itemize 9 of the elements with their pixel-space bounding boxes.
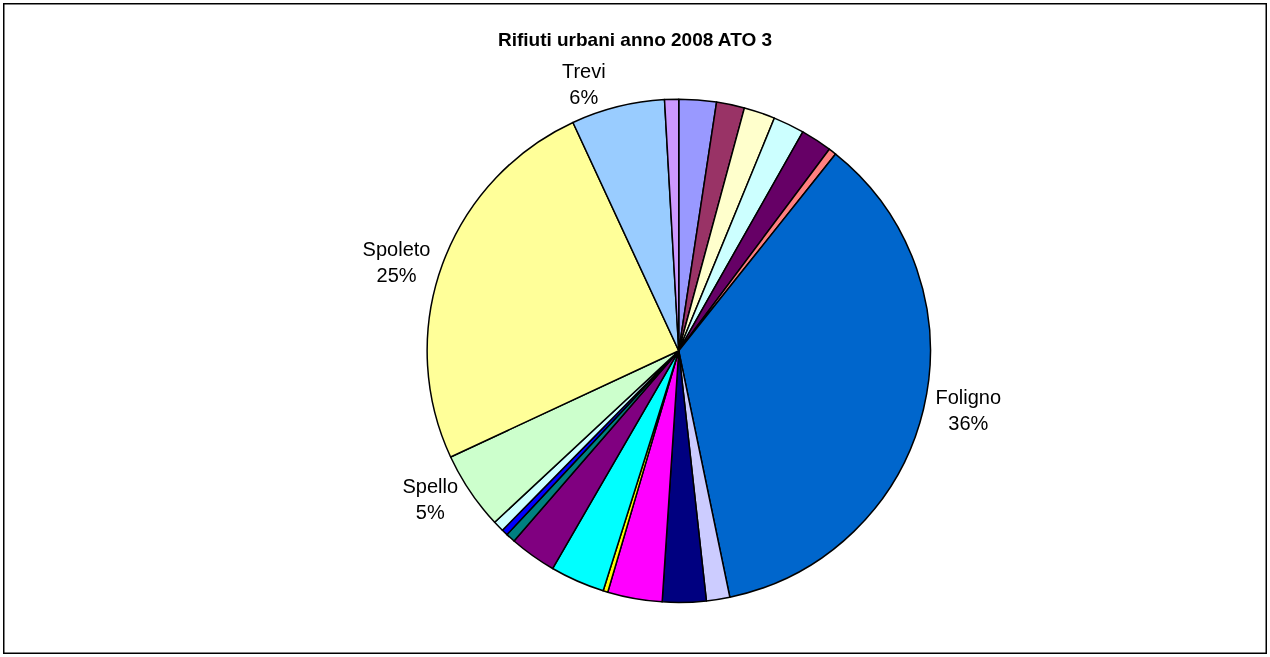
slice-label: Trevi xyxy=(561,60,606,83)
data-label: 5% xyxy=(415,500,445,523)
data-label: 25% xyxy=(376,263,417,286)
slice-label: Spoleto xyxy=(362,237,431,260)
data-label: 36% xyxy=(948,412,989,435)
chart-title: Rifiuti urbani anno 2008 ATO 3 xyxy=(497,29,773,51)
slice-label: Foligno xyxy=(935,386,1002,409)
data-label: 6% xyxy=(569,86,599,109)
slice-label: Spello xyxy=(402,474,459,497)
